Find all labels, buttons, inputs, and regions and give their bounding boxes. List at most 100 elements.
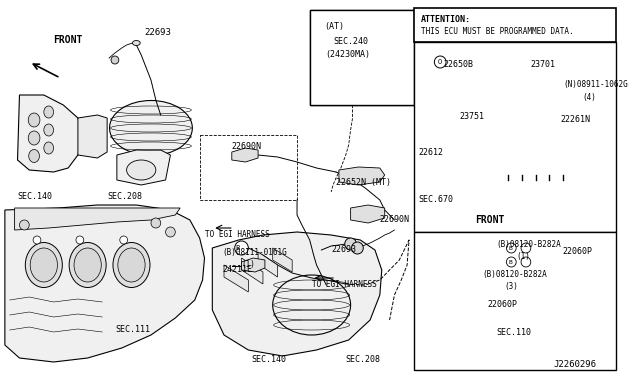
Text: TO EGI HARNESS: TO EGI HARNESS — [205, 230, 269, 239]
Ellipse shape — [555, 289, 598, 341]
Text: 22261N: 22261N — [560, 115, 590, 124]
Polygon shape — [15, 208, 180, 230]
Text: (B)08111-0161G: (B)08111-0161G — [222, 248, 287, 257]
Circle shape — [521, 257, 531, 267]
Text: (4): (4) — [582, 93, 596, 102]
Bar — [414, 8, 616, 42]
Text: (1): (1) — [241, 260, 255, 269]
Text: O: O — [437, 59, 442, 65]
Ellipse shape — [44, 124, 54, 136]
Ellipse shape — [494, 289, 538, 341]
Text: J2260296: J2260296 — [553, 360, 596, 369]
Text: SEC.140: SEC.140 — [252, 355, 286, 364]
Circle shape — [19, 220, 29, 230]
Circle shape — [427, 140, 442, 156]
Text: 22612: 22612 — [419, 148, 444, 157]
Text: THIS ECU MUST BE PROGRAMMED DATA.: THIS ECU MUST BE PROGRAMMED DATA. — [420, 27, 573, 36]
Text: 22693: 22693 — [144, 28, 171, 37]
Ellipse shape — [69, 243, 106, 288]
Text: FRONT: FRONT — [54, 35, 83, 45]
Ellipse shape — [29, 150, 40, 163]
Polygon shape — [232, 148, 258, 162]
Text: 23751: 23751 — [460, 112, 484, 121]
Circle shape — [521, 243, 531, 253]
Ellipse shape — [26, 243, 62, 288]
Text: 22690N: 22690N — [380, 215, 410, 224]
Circle shape — [120, 236, 127, 244]
Ellipse shape — [44, 142, 54, 154]
Polygon shape — [117, 150, 170, 185]
Polygon shape — [241, 258, 265, 272]
Text: SEC.208: SEC.208 — [107, 192, 142, 201]
Bar — [414, 42, 616, 232]
Ellipse shape — [434, 289, 477, 341]
Polygon shape — [336, 52, 370, 75]
Ellipse shape — [273, 275, 351, 335]
Bar — [310, 10, 414, 105]
Circle shape — [506, 257, 516, 267]
Text: ATTENTION:: ATTENTION: — [420, 15, 471, 24]
Text: SEC.111: SEC.111 — [115, 325, 150, 334]
Text: 24211E: 24211E — [222, 265, 252, 274]
Text: (B)08120-B282A: (B)08120-B282A — [482, 270, 547, 279]
Ellipse shape — [132, 41, 140, 45]
Circle shape — [151, 218, 161, 228]
Ellipse shape — [28, 131, 40, 145]
Bar — [200, 135, 297, 200]
Text: 23701: 23701 — [531, 60, 556, 69]
Ellipse shape — [109, 100, 193, 155]
Text: (N)08911-1062G: (N)08911-1062G — [563, 80, 628, 89]
Circle shape — [435, 56, 446, 68]
Ellipse shape — [560, 295, 593, 335]
Ellipse shape — [127, 160, 156, 180]
Bar — [310, 10, 414, 105]
Circle shape — [33, 236, 41, 244]
Polygon shape — [241, 258, 263, 284]
Circle shape — [351, 242, 364, 254]
Text: 22060P: 22060P — [563, 247, 593, 256]
Circle shape — [506, 243, 516, 253]
Polygon shape — [258, 252, 278, 277]
Polygon shape — [506, 115, 584, 178]
Ellipse shape — [118, 248, 145, 282]
Text: (24230MA): (24230MA) — [325, 50, 371, 59]
Text: B: B — [508, 260, 512, 264]
Text: FRONT: FRONT — [476, 215, 505, 225]
Ellipse shape — [44, 106, 54, 118]
Text: B: B — [236, 245, 240, 251]
Text: SEC.670: SEC.670 — [419, 195, 454, 204]
Polygon shape — [465, 112, 508, 148]
Text: SEC.110: SEC.110 — [497, 328, 532, 337]
Polygon shape — [339, 167, 385, 185]
Circle shape — [235, 241, 248, 255]
Polygon shape — [5, 205, 205, 362]
Circle shape — [111, 56, 119, 64]
Circle shape — [345, 238, 356, 250]
Text: SEC.208: SEC.208 — [346, 355, 381, 364]
Polygon shape — [273, 248, 292, 272]
Text: 22690N: 22690N — [232, 142, 262, 151]
Circle shape — [335, 88, 343, 96]
Polygon shape — [351, 205, 385, 223]
Circle shape — [76, 236, 84, 244]
Bar — [414, 232, 616, 370]
Ellipse shape — [30, 248, 58, 282]
Text: SEC.140: SEC.140 — [17, 192, 52, 201]
Polygon shape — [224, 265, 248, 292]
Ellipse shape — [439, 295, 472, 335]
Text: (AT): (AT) — [324, 22, 344, 31]
Text: 22060P: 22060P — [487, 300, 517, 309]
Circle shape — [166, 227, 175, 237]
Polygon shape — [592, 110, 616, 128]
Text: 22650B: 22650B — [443, 60, 473, 69]
Text: 22693: 22693 — [331, 245, 356, 254]
Text: (1): (1) — [516, 252, 530, 261]
Text: TO EGI HARNESS: TO EGI HARNESS — [312, 280, 376, 289]
Polygon shape — [17, 95, 83, 172]
Polygon shape — [419, 232, 612, 258]
Polygon shape — [419, 236, 614, 365]
Text: (B)08120-B282A: (B)08120-B282A — [497, 240, 561, 249]
Ellipse shape — [113, 243, 150, 288]
Ellipse shape — [28, 113, 40, 127]
Polygon shape — [419, 50, 616, 228]
